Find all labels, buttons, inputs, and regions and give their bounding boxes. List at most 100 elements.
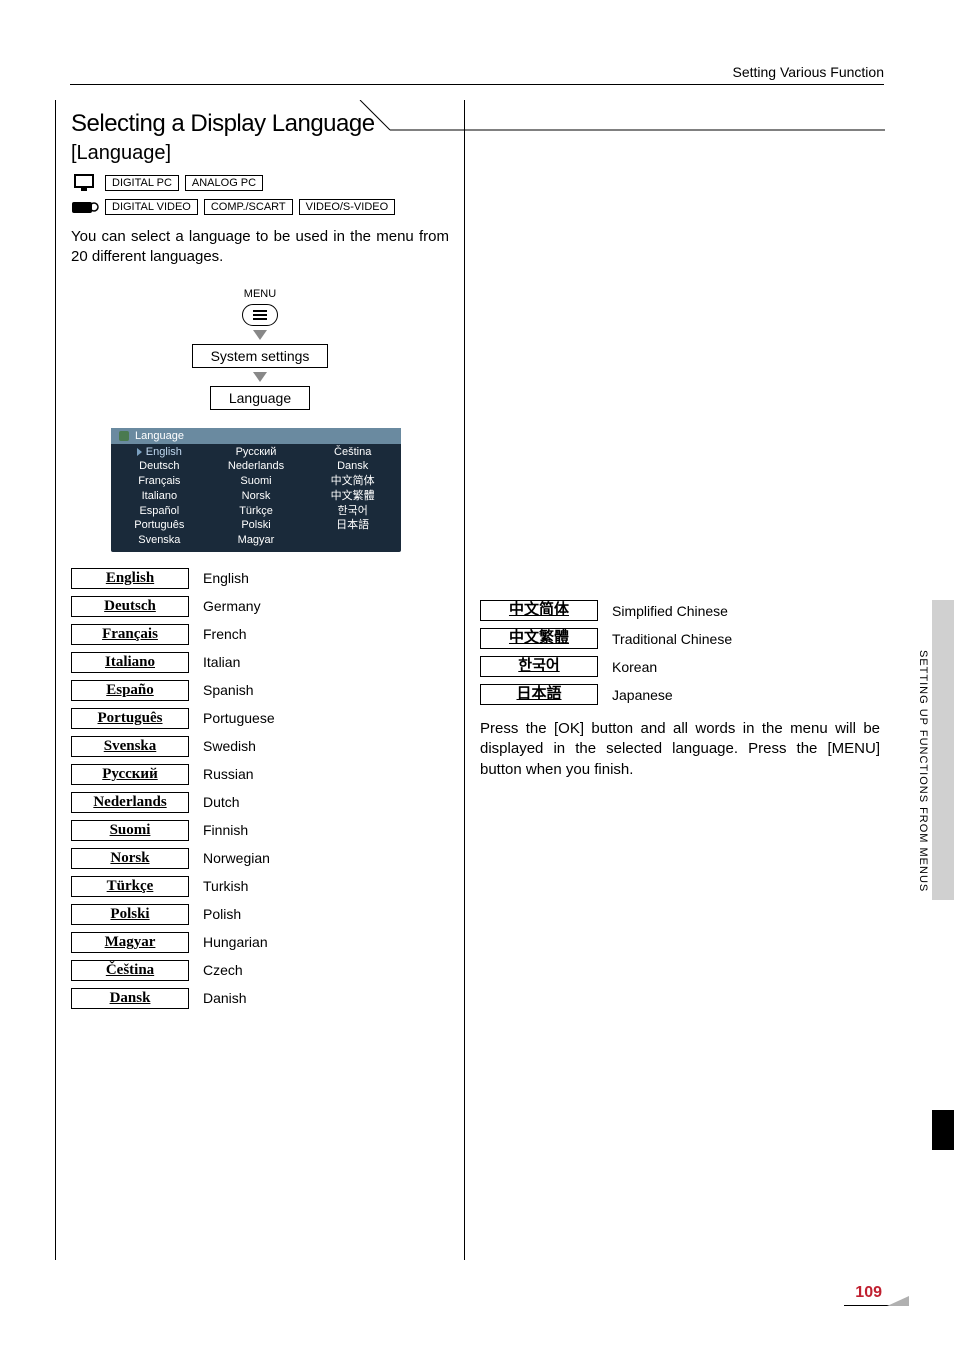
panel-item: Norsk [242, 490, 271, 504]
language-native-box: 日本語 [480, 684, 598, 705]
language-description: English [203, 570, 249, 586]
language-native-box: 中文简体 [480, 600, 598, 621]
language-native-box: 한국어 [480, 656, 598, 677]
language-list-right: 中文简体 Simplified Chinese 中文繁體 Traditional Ch… [480, 600, 880, 705]
language-description: Russian [203, 766, 254, 782]
panel-item: Dansk [337, 460, 368, 474]
panel-col-2: Русский Nederlands Suomi Norsk Türkçe Po… [208, 446, 305, 548]
language-native-box: Norsk [71, 848, 189, 869]
language-description: Portuguese [203, 710, 275, 726]
language-row: 日本語 Japanese [480, 684, 880, 705]
panel-item: 中文简体 [331, 475, 375, 489]
language-description: Czech [203, 962, 243, 978]
panel-item: Čeština [334, 446, 371, 460]
tag-digital-pc: DIGITAL PC [105, 175, 179, 191]
language-row: Polski Polish [71, 904, 449, 925]
language-description: Swedish [203, 738, 256, 754]
panel-item: Français [138, 475, 180, 489]
flow-system-settings: System settings [192, 344, 329, 368]
language-native-box: 中文繁體 [480, 628, 598, 649]
panel-item: 한국어 [337, 505, 367, 519]
language-row: Türkçe Turkish [71, 876, 449, 897]
tag-analog-pc: ANALOG PC [185, 175, 263, 191]
tag-comp-scart: COMP./SCART [204, 199, 293, 215]
language-description: Japanese [612, 687, 673, 703]
language-row: 中文繁體 Traditional Chinese [480, 628, 880, 649]
language-native-box: English [71, 568, 189, 589]
panel-item: Deutsch [139, 460, 179, 474]
monitor-icon [71, 173, 99, 193]
language-row: FrançaisFrench [71, 624, 449, 645]
panel-item: Italiano [142, 490, 177, 504]
side-tab-bar [932, 600, 954, 900]
panel-header-title: Language [135, 430, 184, 442]
panel-item: Português [134, 519, 184, 533]
language-row: SuomiFinnish [71, 820, 449, 841]
language-native-box: Italiano [71, 652, 189, 673]
panel-item: English [146, 446, 182, 460]
menu-button-icon [242, 304, 278, 326]
tag-row-pc: DIGITAL PC ANALOG PC [71, 173, 449, 193]
language-description: Traditional Chinese [612, 631, 732, 647]
language-description: Simplified Chinese [612, 603, 728, 619]
language-native-box: Türkçe [71, 876, 189, 897]
panel-item: 日本語 [336, 519, 369, 533]
menu-label: MENU [244, 288, 276, 300]
tag-video-svideo: VIDEO/S-VIDEO [299, 199, 396, 215]
arrow-down-icon [253, 372, 267, 382]
panel-item: Nederlands [228, 460, 284, 474]
language-row: DeutschGermany [71, 596, 449, 617]
instruction-text: Press the [OK] button and all words in t… [480, 719, 880, 780]
panel-col-3: Čeština Dansk 中文简体 中文繁體 한국어 日本語 [304, 446, 401, 548]
language-row: Português Portuguese [71, 708, 449, 729]
tag-row-video: DIGITAL VIDEO COMP./SCART VIDEO/S-VIDEO [71, 197, 449, 217]
language-row: NederlandsDutch [71, 792, 449, 813]
language-native-box: Magyar [71, 932, 189, 953]
language-native-box: Français [71, 624, 189, 645]
language-description: Hungarian [203, 934, 268, 950]
language-list-left: English English DeutschGermany FrançaisFren… [71, 568, 449, 1009]
language-row: Españo Spanish [71, 680, 449, 701]
language-native-box: Svenska [71, 736, 189, 757]
panel-item: Suomi [240, 475, 271, 489]
language-description: Turkish [203, 878, 248, 894]
breadcrumb: Setting Various Function [733, 64, 885, 80]
panel-item: Español [139, 505, 179, 519]
language-description: Korean [612, 659, 657, 675]
panel-col-1: English Deutsch Français Italiano Españo… [111, 446, 208, 548]
panel-header: Language [111, 428, 401, 444]
language-native-box: Čeština [71, 960, 189, 981]
language-description: Germany [203, 598, 261, 614]
language-row: 한국어 Korean [480, 656, 880, 677]
panel-item: Türkçe [239, 505, 273, 519]
panel-item: Русский [236, 446, 277, 460]
language-row: NorskNorwegian [71, 848, 449, 869]
language-row: Русский Russian [71, 764, 449, 785]
language-native-box: Nederlands [71, 792, 189, 813]
side-tab-label: SETTING UP FUNCTIONS FROM MENUS [917, 650, 929, 892]
page-wedge-icon [887, 1296, 909, 1306]
selection-triangle-icon [137, 448, 142, 456]
language-native-box: Polski [71, 904, 189, 925]
panel-item: Polski [241, 519, 270, 533]
section-title: Selecting a Display Language [71, 110, 449, 138]
language-row: Svenska Swedish [71, 736, 449, 757]
language-native-box: Русский [71, 764, 189, 785]
flow-language: Language [210, 386, 310, 410]
panel-item: 中文繁體 [331, 490, 375, 504]
language-description: Polish [203, 906, 241, 922]
language-selection-panel: Language English Deutsch Français Italia… [111, 428, 401, 552]
side-marker [932, 1110, 954, 1150]
language-row: Čeština Czech [71, 960, 449, 981]
arrow-down-icon [253, 330, 267, 340]
language-description: Danish [203, 990, 247, 1006]
right-column: 中文简体 Simplified Chinese 中文繁體 Traditional Ch… [480, 600, 880, 780]
language-description: Spanish [203, 682, 254, 698]
language-row: DanskDanish [71, 988, 449, 1009]
video-icon [71, 197, 99, 217]
language-row: English English [71, 568, 449, 589]
section-subtitle: [Language] [71, 142, 449, 165]
language-native-box: Españo [71, 680, 189, 701]
language-native-box: Português [71, 708, 189, 729]
language-row: ItalianoItalian [71, 652, 449, 673]
